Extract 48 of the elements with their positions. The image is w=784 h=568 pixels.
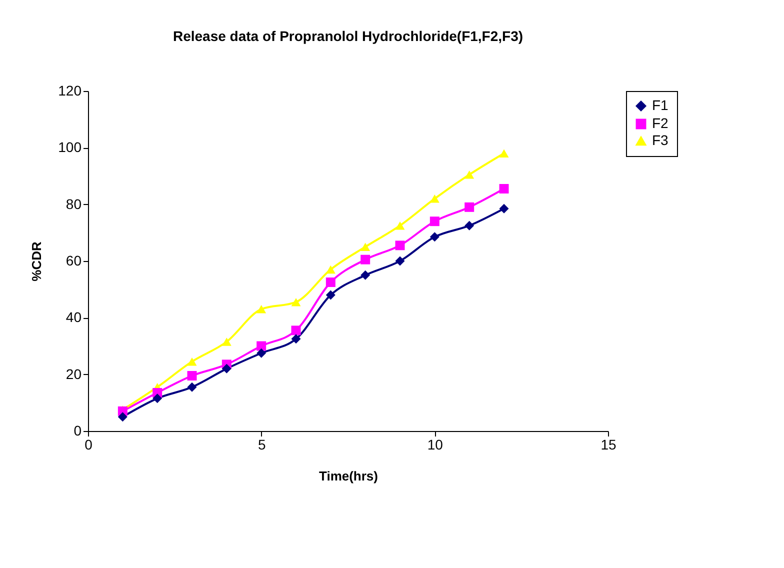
point — [326, 290, 336, 300]
y-axis-title: %CDR — [29, 241, 44, 282]
point — [222, 338, 232, 346]
point — [187, 382, 197, 392]
y-tick-label: 40 — [66, 309, 82, 326]
point — [464, 202, 474, 212]
point — [395, 240, 405, 250]
point — [499, 149, 509, 158]
point — [464, 170, 474, 179]
point — [326, 265, 336, 274]
point — [256, 305, 266, 314]
x-tick-label: 5 — [258, 436, 266, 452]
y-tick-label: 80 — [66, 196, 82, 212]
legend-label: F2 — [652, 115, 669, 131]
point — [187, 371, 197, 380]
legend-label: F1 — [652, 97, 669, 113]
x-tick-label: 0 — [84, 436, 93, 452]
point — [187, 357, 197, 366]
y-tick-label: 100 — [58, 139, 82, 156]
x-tick-label: 10 — [427, 436, 444, 452]
point — [152, 394, 162, 404]
point — [464, 220, 474, 230]
point — [291, 334, 301, 344]
point — [499, 204, 509, 214]
chart-title: Release data of Propranolol Hydrochloride(F1,F2,F3) — [172, 28, 524, 44]
x-tick-label: 15 — [600, 436, 616, 452]
point — [291, 326, 301, 336]
point — [499, 184, 509, 194]
y-tick-label: 60 — [66, 252, 82, 268]
point — [430, 216, 440, 226]
point — [326, 278, 336, 287]
point — [256, 348, 266, 358]
point — [395, 256, 405, 266]
point — [360, 254, 370, 264]
legend-label: F3 — [652, 132, 669, 148]
point — [256, 341, 266, 351]
point — [118, 412, 128, 422]
y-tick-label: 0 — [74, 422, 82, 438]
point — [430, 232, 440, 242]
point — [222, 364, 232, 374]
point — [291, 298, 301, 306]
point — [395, 221, 405, 230]
x-axis-title: Time(hrs) — [319, 468, 378, 484]
y-tick-label: 120 — [58, 82, 82, 98]
y-tick-label: 20 — [66, 366, 82, 382]
point — [360, 270, 370, 280]
point — [360, 242, 370, 251]
point — [430, 194, 440, 203]
